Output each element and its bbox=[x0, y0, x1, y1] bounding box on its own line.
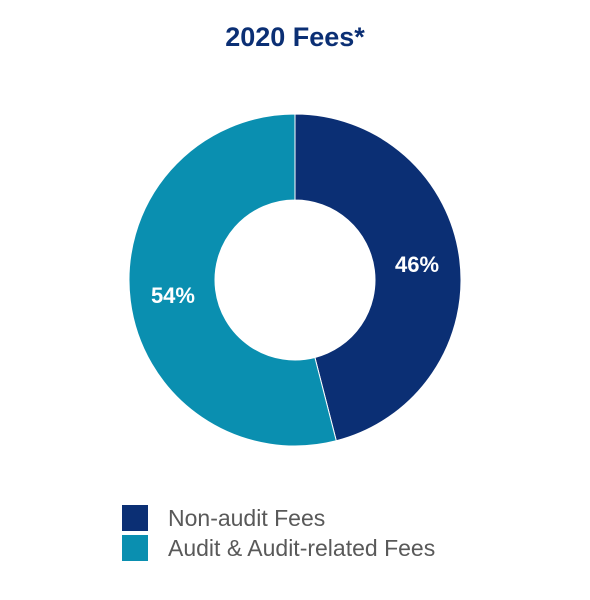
legend-swatch-non-audit bbox=[122, 505, 148, 531]
legend-swatch-audit bbox=[122, 535, 148, 561]
legend-label-audit: Audit & Audit-related Fees bbox=[168, 534, 436, 561]
donut-slices bbox=[128, 113, 462, 447]
data-label-non-audit: 46% bbox=[395, 252, 439, 277]
legend: Non-audit Fees Audit & Audit-related Fee… bbox=[122, 503, 435, 563]
slice-labels: 46% 54% bbox=[151, 252, 439, 308]
legend-item-audit: Audit & Audit-related Fees bbox=[122, 533, 435, 563]
chart-title: 2020 Fees* bbox=[225, 22, 365, 52]
donut-slice-audit bbox=[128, 113, 337, 447]
donut-slice-non-audit bbox=[294, 113, 462, 442]
legend-label-non-audit: Non-audit Fees bbox=[168, 504, 326, 531]
legend-item-non-audit: Non-audit Fees bbox=[122, 503, 435, 533]
data-label-audit: 54% bbox=[151, 283, 195, 308]
